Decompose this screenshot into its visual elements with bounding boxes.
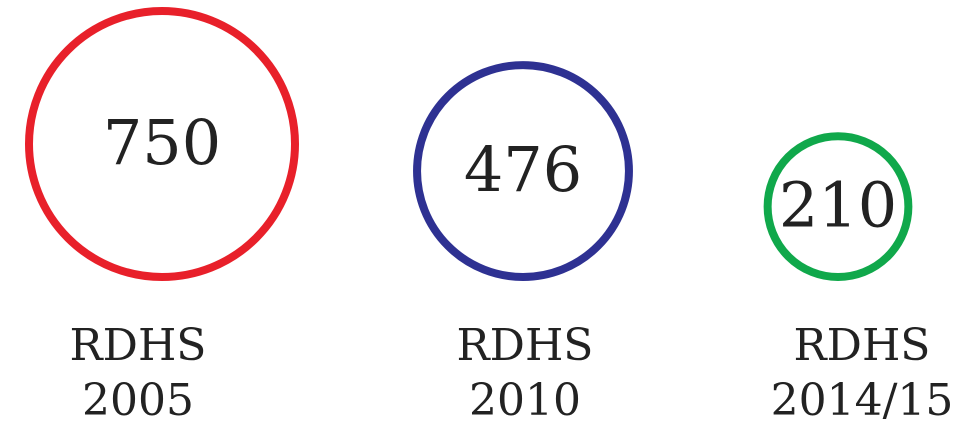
label-line: RDHS <box>794 320 931 371</box>
bubble <box>763 132 913 281</box>
label-line: RDHS <box>70 320 207 371</box>
category-label: RDHS 2005 <box>70 320 207 425</box>
category-label: RDHS 2010 <box>457 320 594 425</box>
value-label: 210 <box>779 169 897 242</box>
label-line: 2014/15 <box>771 375 953 425</box>
label-line: RDHS <box>457 320 594 371</box>
label-line: 2005 <box>82 375 194 425</box>
bubble <box>25 7 299 281</box>
category-label: RDHS 2014/15 <box>771 320 953 425</box>
value-label: 476 <box>464 133 582 206</box>
label-line: 2010 <box>469 375 581 425</box>
bubble <box>413 61 633 282</box>
value-label: 750 <box>103 106 221 179</box>
